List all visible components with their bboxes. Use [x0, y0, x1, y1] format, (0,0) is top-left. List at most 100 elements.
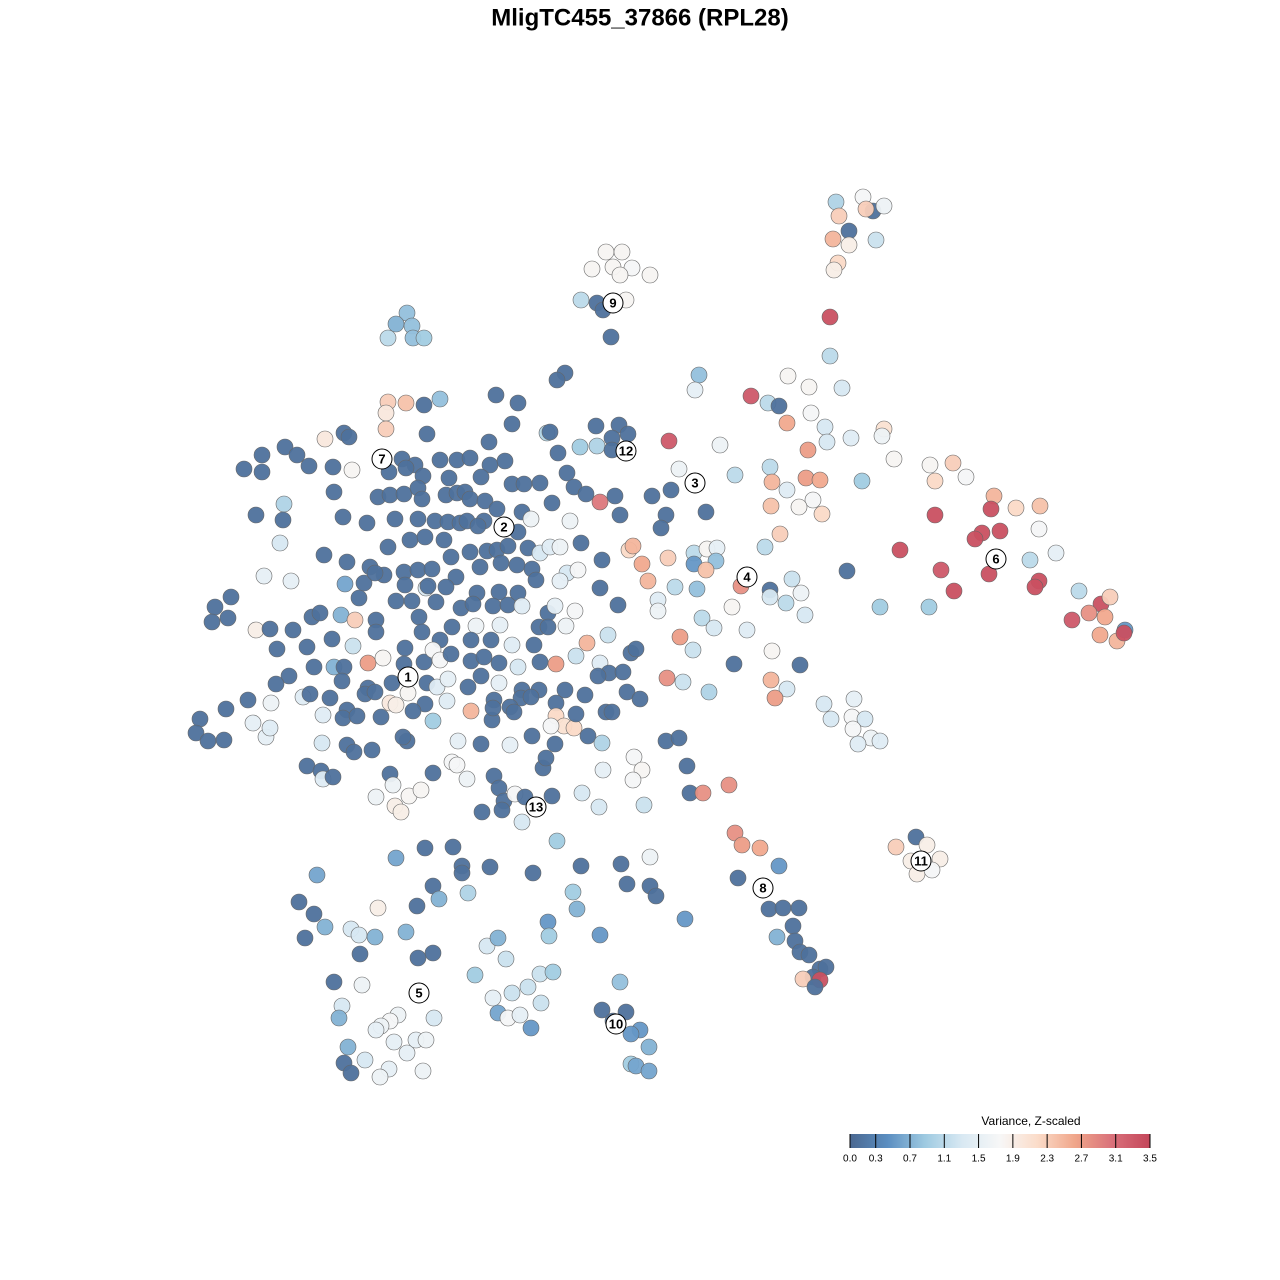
point — [729, 869, 747, 887]
point — [635, 796, 653, 814]
cluster-label: 1 — [404, 669, 411, 684]
point — [395, 485, 413, 503]
point — [639, 572, 657, 590]
point — [333, 672, 351, 690]
point — [797, 469, 815, 487]
point — [1070, 582, 1088, 600]
point — [572, 291, 590, 309]
point — [505, 703, 523, 721]
point — [374, 649, 392, 667]
point — [430, 890, 448, 908]
point — [398, 1044, 416, 1062]
point — [525, 636, 543, 654]
point — [394, 728, 412, 746]
point — [491, 616, 509, 634]
point — [932, 561, 950, 579]
cluster-label-bg — [684, 472, 706, 494]
point — [799, 441, 817, 459]
point — [387, 696, 405, 714]
point — [321, 689, 339, 707]
point — [576, 686, 594, 704]
point — [448, 756, 466, 774]
point — [316, 918, 334, 936]
cluster-label-bg — [525, 796, 547, 818]
point — [587, 417, 605, 435]
point — [396, 639, 414, 657]
point — [339, 1038, 357, 1056]
point — [641, 266, 659, 284]
cluster-label: 13 — [529, 799, 543, 814]
point — [662, 481, 680, 499]
point — [499, 537, 517, 555]
point — [467, 617, 485, 635]
point — [419, 577, 437, 595]
point — [392, 803, 410, 821]
point — [557, 617, 575, 635]
point — [325, 973, 343, 991]
point — [437, 578, 455, 596]
point — [203, 613, 221, 631]
colorbar-ramp — [850, 1134, 1150, 1148]
point — [649, 602, 667, 620]
colorbar-tick-label: 1.5 — [972, 1154, 986, 1165]
point — [413, 623, 431, 641]
point — [824, 230, 842, 248]
point — [261, 719, 279, 737]
point — [300, 457, 318, 475]
point — [603, 703, 621, 721]
point — [567, 647, 585, 665]
point — [688, 580, 706, 598]
point — [244, 714, 262, 732]
point — [515, 475, 533, 493]
point — [379, 538, 397, 556]
point — [742, 387, 760, 405]
point — [612, 855, 630, 873]
point — [567, 705, 585, 723]
point — [723, 598, 741, 616]
point — [490, 654, 508, 672]
point — [609, 596, 627, 614]
point — [355, 574, 373, 592]
point — [593, 734, 611, 752]
point — [348, 707, 366, 725]
point — [871, 598, 889, 616]
point — [462, 631, 480, 649]
point — [413, 490, 431, 508]
point — [384, 776, 402, 794]
point — [561, 512, 579, 530]
point — [472, 735, 490, 753]
point — [359, 654, 377, 672]
point — [565, 719, 583, 737]
point — [611, 266, 629, 284]
point — [522, 688, 540, 706]
point — [624, 537, 642, 555]
point — [363, 741, 381, 759]
point — [424, 764, 442, 782]
point — [542, 717, 560, 735]
point — [397, 459, 415, 477]
point — [342, 1064, 360, 1082]
point — [833, 379, 851, 397]
point — [614, 663, 632, 681]
point — [367, 1021, 385, 1039]
point — [821, 347, 839, 365]
cluster-label-bg — [752, 877, 774, 899]
point — [806, 978, 824, 996]
point — [926, 506, 944, 524]
point — [372, 708, 390, 726]
point — [613, 243, 631, 261]
point — [800, 378, 818, 396]
point — [440, 469, 458, 487]
point — [261, 620, 279, 638]
cluster-label: 12 — [619, 443, 633, 458]
point — [763, 642, 781, 660]
point — [414, 1062, 432, 1080]
point — [356, 1051, 374, 1069]
point — [412, 781, 430, 799]
point — [619, 425, 637, 443]
point — [686, 381, 704, 399]
point — [966, 530, 984, 548]
point — [815, 695, 833, 713]
point — [572, 534, 590, 552]
